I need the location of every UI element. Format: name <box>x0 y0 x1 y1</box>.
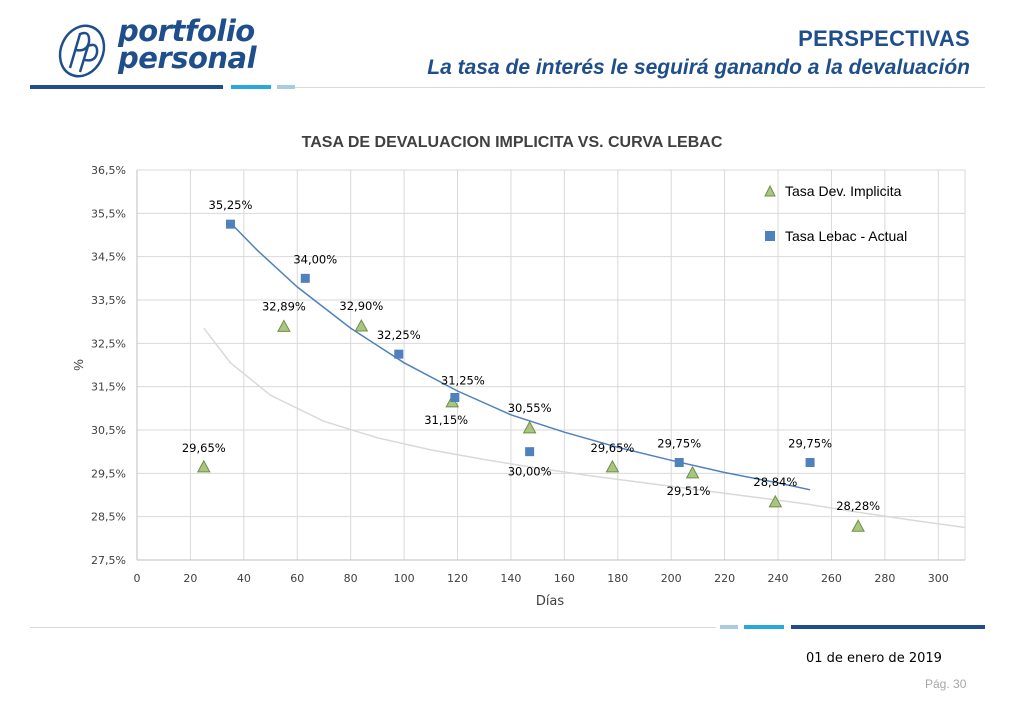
x-tick-label: 220 <box>714 572 735 585</box>
page-title: PERSPECTIVAS <box>798 26 970 51</box>
page-number: Pág. 30 <box>925 677 967 691</box>
marker-lebac <box>450 393 460 402</box>
data-label-lebac: 32,25% <box>377 328 421 342</box>
data-label-implicita: 29,51% <box>667 484 711 498</box>
triangle-marker-icon <box>764 185 776 197</box>
x-tick-label: 20 <box>183 572 197 585</box>
marker-lebac <box>225 219 235 229</box>
chart-legend: Tasa Dev. Implicita Tasa Lebac - Actual <box>764 180 907 270</box>
x-tick-label: 80 <box>344 572 358 585</box>
data-label-lebac: 29,75% <box>788 437 832 451</box>
x-tick-label: 60 <box>290 572 304 585</box>
data-label-implicita: 29,65% <box>591 441 635 455</box>
data-label-lebac: 35,25% <box>209 198 253 212</box>
report-date: 01 de enero de 2019 <box>806 651 942 666</box>
x-tick-label: 140 <box>500 572 521 585</box>
footer-rule-accent <box>744 625 784 629</box>
x-tick-label: 40 <box>237 572 251 585</box>
marker-implicita <box>685 465 700 479</box>
y-tick-label: 33,5% <box>91 294 126 307</box>
x-tick-label: 180 <box>607 572 628 585</box>
data-label-implicita: 28,84% <box>753 475 797 489</box>
legend-label-implicita: Tasa Dev. Implicita <box>785 183 902 199</box>
data-label-implicita: 32,90% <box>339 299 383 313</box>
marker-implicita <box>196 459 211 473</box>
legend-label-lebac: Tasa Lebac - Actual <box>785 228 908 244</box>
chart-title: TASA DE DEVALUACION IMPLICITA VS. CURVA … <box>301 134 723 151</box>
chart-marks <box>196 219 866 532</box>
footer-rule-dark <box>791 625 985 629</box>
page-subtitle: La tasa de interés le seguirá ganando a … <box>427 56 970 79</box>
x-axis-label: Días <box>536 594 565 609</box>
data-label-implicita: 31,15% <box>424 413 468 427</box>
header-rule-thin <box>295 87 985 88</box>
y-tick-label: 34,5% <box>91 251 126 264</box>
header-title-block: PERSPECTIVAS La tasa de interés le segui… <box>427 26 970 80</box>
brand-wordmark: portfolio personal <box>118 14 257 75</box>
data-label-lebac: 29,75% <box>657 437 701 451</box>
x-tick-label: 280 <box>874 572 895 585</box>
square-marker-icon <box>765 231 775 241</box>
marker-lebac <box>300 273 310 283</box>
pp-monogram-icon <box>58 24 106 78</box>
data-label-implicita: 32,89% <box>262 299 306 313</box>
legend-item-lebac: Tasa Lebac - Actual <box>764 225 907 247</box>
x-tick-label: 300 <box>928 572 949 585</box>
marker-implicita <box>354 318 369 332</box>
header-rule-light <box>277 85 295 89</box>
x-tick-label: 160 <box>554 572 575 585</box>
x-tick-label: 200 <box>661 572 682 585</box>
y-tick-label: 27,5% <box>91 554 126 567</box>
marker-lebac <box>394 349 404 359</box>
data-label-lebac: 30,00% <box>508 465 552 479</box>
y-tick-label: 29,5% <box>91 467 126 480</box>
chart-axes: 0 20 40 60 80 100 120 140 160 180 200 220 240 260 280 3… <box>91 164 965 585</box>
marker-lebac <box>805 458 815 467</box>
brand-line-2: personal <box>118 41 257 75</box>
y-tick-label: 32,5% <box>91 337 126 350</box>
data-label-lebac: 34,00% <box>293 252 337 266</box>
brand-logo <box>52 20 252 80</box>
data-label-implicita: 30,55% <box>508 401 552 415</box>
brand-line-1: portfolio <box>118 14 255 48</box>
marker-implicita <box>605 459 620 473</box>
legend-item-implicita: Tasa Dev. Implicita <box>764 180 907 202</box>
y-tick-label: 28,5% <box>91 511 126 524</box>
marker-implicita <box>851 519 866 532</box>
footer-rule-light <box>720 625 738 629</box>
y-tick-label: 31,5% <box>91 381 126 394</box>
chart-trendlines <box>203 222 966 529</box>
data-label-lebac: 31,25% <box>441 374 485 388</box>
y-tick-label: 30,5% <box>91 424 126 437</box>
trendline-lebac <box>229 222 811 491</box>
x-tick-label: 100 <box>394 572 415 585</box>
x-tick-label: 240 <box>768 572 789 585</box>
data-label-implicita: 28,28% <box>836 499 880 513</box>
x-tick-label: 120 <box>447 572 468 585</box>
y-tick-label: 35,5% <box>91 207 126 220</box>
x-tick-label: 260 <box>821 572 842 585</box>
header-rule-accent <box>231 85 271 89</box>
marker-lebac <box>525 447 535 457</box>
marker-implicita <box>768 494 783 508</box>
y-tick-label: 36,5% <box>91 164 126 177</box>
y-axis-label: % <box>71 359 86 371</box>
trendline-implicita <box>203 327 966 529</box>
marker-implicita <box>277 319 291 332</box>
marker-implicita <box>522 420 537 434</box>
x-tick-label: 0 <box>134 572 141 585</box>
footer-rule-thin <box>30 627 716 628</box>
chart-data-labels: 29,65% 32,89% 32,90% 31,15% 30,55% 29,65% 29,5… <box>182 198 880 513</box>
marker-lebac <box>674 458 684 467</box>
data-label-implicita: 29,65% <box>182 441 226 455</box>
header-rule-dark <box>30 85 223 89</box>
chart-grid <box>137 169 966 561</box>
